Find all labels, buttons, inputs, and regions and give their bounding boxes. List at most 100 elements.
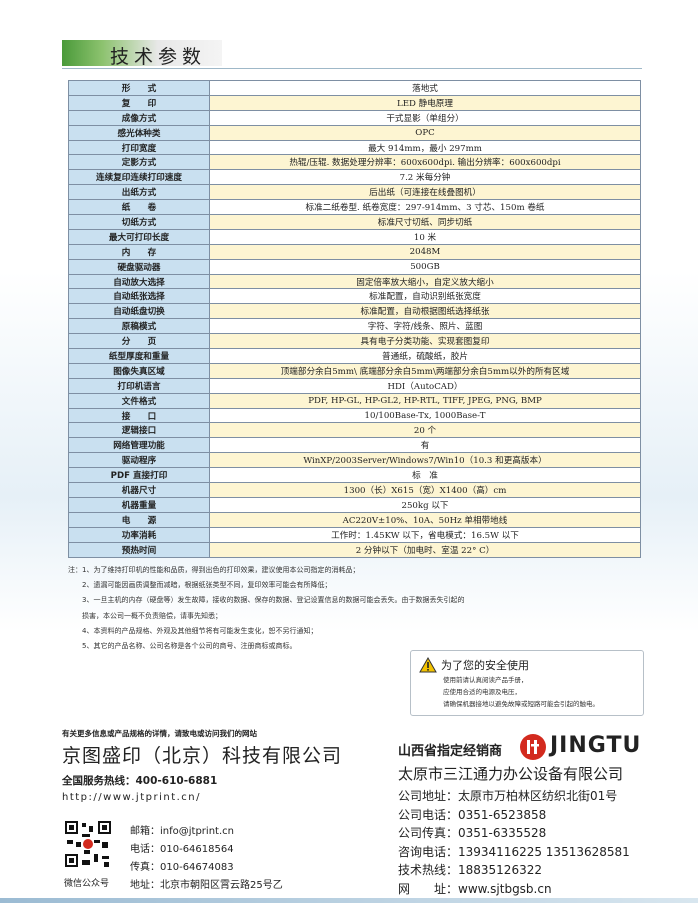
spec-value: 1300（长）X615（宽）X1400（高）cm [209,482,641,498]
dealer-line: 技术热线：18835126322 [398,863,542,877]
spec-row: 预热时间 2 分钟以下（加电时、室温 22° C） [68,541,641,558]
spec-value: 干式显影（单组分） [209,109,641,126]
spec-value: 工作时：1.45KW 以下，省电模式：16.5W 以下 [209,526,641,543]
spec-label: 接 口 [68,407,210,424]
spec-row: 内 存 2048M [68,243,641,260]
spec-row: 网络管理功能有 [68,437,641,454]
dealer-line: 公司地址：太原市万柏林区纺织北街01号 [398,789,618,803]
qr-code [64,820,112,868]
spec-row: 硬盘驱动器 500GB [68,258,641,275]
spec-label: 文件格式 [68,392,210,409]
spec-label: 内 存 [68,243,210,260]
spec-value: 标 准 [209,467,641,484]
spec-row: 形 式落地式 [68,80,641,96]
spec-label: 自动纸张选择 [68,288,210,305]
spec-label: 机器尺寸 [68,482,210,498]
contact-line: 传真：010-64674083 [130,862,234,873]
spec-label: 定影方式 [68,154,210,171]
title-bar [62,40,222,66]
note-line: 4、本资料的产品规格、外观及其他细节将有可能发生变化，恕不另行通知； [82,626,318,635]
section-title: 技术参数 [110,46,207,68]
spec-row: 机器尺寸 1300（长）X615（宽）X1400（高）cm [68,482,641,498]
spec-label: PDF 直接打印 [68,467,210,484]
spec-row: 出纸方式 后出纸（可连接在线叠图机） [68,184,641,201]
spec-value: 7.2 米每分钟 [209,169,641,186]
spec-value: 顶端部分余白5mm\ 底端部分余白5mm\两端部分余白5mm以外的所有区域 [209,362,641,379]
dealer-line: 网 址：www.sjtbgsb.cn [398,881,552,896]
spec-value: WinXP/2003Server/Windows7/Win10（10.3 和更高… [209,452,641,469]
spec-value: 20 个 [209,422,641,439]
note-line: 损害，本公司一概不负责赔偿，请事先知悉； [82,611,222,620]
contact-line: 地址：北京市朝阳区霄云路25号乙 [130,880,283,891]
spec-label: 连续复印连续打印速度 [68,169,210,186]
spec-value: 500GB [209,258,641,275]
safety-line: 使用前请认真阅读产品手册， [443,676,528,684]
note-line: 注：1、为了维持打印机的性能和品质，得到出色的打印效果，建议使用本公司指定的消耗… [68,566,360,574]
dealer-label: 山西省指定经销商 [398,744,503,759]
spec-value: 最大 914mm，最小 297mm [209,139,641,156]
dealer-line: 公司电话：0351-6523858 [398,807,547,822]
spec-value: PDF, HP-GL, HP-GL2, HP-RTL, TIFF, JPEG, … [209,392,641,409]
spec-label: 逻辑接口 [68,422,210,439]
spec-label: 网络管理功能 [68,437,210,454]
note-line: 3、一旦主机的内存（硬盘等）发生故障，接收的数据、保存的数据、登记设置信息的数据… [82,596,465,605]
brand: JINGTU [550,733,642,758]
spec-label: 打印宽度 [68,139,210,156]
spec-value: 落地式 [209,80,641,96]
spec-row: 分 页具有电子分类功能、实现套图复印 [68,333,641,350]
qr-caption: 微信公众号 [64,879,110,889]
spec-row: 最大可打印长度 10 米 [68,228,641,245]
dealer-line: 公司传真：0351-6335528 [398,826,547,840]
spec-row: 打印机语言 HDI（AutoCAD） [68,377,641,394]
contact-line: 邮箱：info@jtprint.cn [130,826,234,837]
spec-value: LED 静电原理 [209,94,641,111]
spec-label: 感光体种类 [68,124,210,141]
spec-label: 打印机语言 [68,377,210,394]
spec-label: 功率消耗 [68,526,210,543]
spec-label: 驱动程序 [68,452,210,469]
spec-label: 最大可打印长度 [68,228,210,245]
safety-title: 为了您的安全使用 [441,659,529,672]
spec-value: 标准配置，自动识别纸张宽度 [209,288,641,305]
spec-row: 纸 卷标准二纸卷型. 纸卷宽度：297-914mm、3 寸芯、150m 卷纸 [68,199,641,216]
spec-row: 纸型厚度和重量 普通纸，硫酸纸，胶片 [68,348,641,364]
spec-label: 电 源 [68,511,210,528]
note-line: 2、遗漏可能因画质调整而减暗，根据纸张类型不同，复印效率可能会有所降低； [82,581,332,590]
spec-row: 打印宽度 最大 914mm，最小 297mm [68,139,641,156]
more-info: 有关更多信息或产品规格的详情，请致电或访问我们的网站 [62,729,257,738]
brand-logo [520,734,546,760]
contact-line: 电话：010-64618564 [130,844,234,855]
dealer-line: 咨询电话：13934116225 13513628581 [398,844,630,859]
spec-row: 原稿模式 字符、字符/线条、照片、蓝图 [68,318,641,335]
safety-line: 应使用合适的电源及电压， [443,688,521,696]
spec-value: 标准二纸卷型. 纸卷宽度：297-914mm、3 寸芯、150m 卷纸 [209,199,641,216]
spec-row: PDF 直接打印标 准 [68,467,641,484]
spec-label: 成像方式 [68,109,210,126]
spec-row: 自动放大选择 固定倍率放大缩小，自定义放大缩小 [68,273,641,290]
spec-value: 字符、字符/线条、照片、蓝图 [209,318,641,335]
hotline: 全国服务热线：400-610-6881 [62,775,218,787]
url: http://www.jtprint.cn/ [62,792,202,803]
spec-value: 10/100Base-Tx, 1000Base-T [209,407,641,424]
spec-value: 250kg 以下 [209,496,641,513]
spec-label: 原稿模式 [68,318,210,335]
spec-label: 自动放大选择 [68,273,210,290]
spec-value: HDI（AutoCAD） [209,377,641,394]
spec-value: 标准配置，自动根据图纸选择纸张 [209,303,641,320]
spec-label: 复 印 [68,94,210,111]
spec-row: 接 口 10/100Base-Tx, 1000Base-T [68,407,641,424]
spec-row: 感光体种类 OPC [68,124,641,141]
spec-row: 驱动程序 WinXP/2003Server/Windows7/Win10（10.3… [68,452,641,469]
spec-value: 固定倍率放大缩小，自定义放大缩小 [209,273,641,290]
spec-value: 具有电子分类功能、实现套图复印 [209,333,641,350]
spec-row: 机器重量 250kg 以下 [68,496,641,513]
spec-value: 10 米 [209,228,641,245]
spec-row: 定影方式 热辊/压辊. 数据处理分辨率：600x600dpi. 输出分辨率：600… [68,154,641,171]
company: 京图盛印（北京）科技有限公司 [62,745,343,767]
spec-label: 纸型厚度和重量 [68,348,210,364]
spec-row: 自动纸盘切换 标准配置，自动根据图纸选择纸张 [68,303,641,320]
spec-value: AC220V±10%、10A、50Hz 单相带地线 [209,511,641,528]
rule [62,68,642,69]
safety-line: 请确保机器接地以避免故障或短路可能会引起的触电。 [443,700,599,708]
spec-value: OPC [209,124,641,141]
